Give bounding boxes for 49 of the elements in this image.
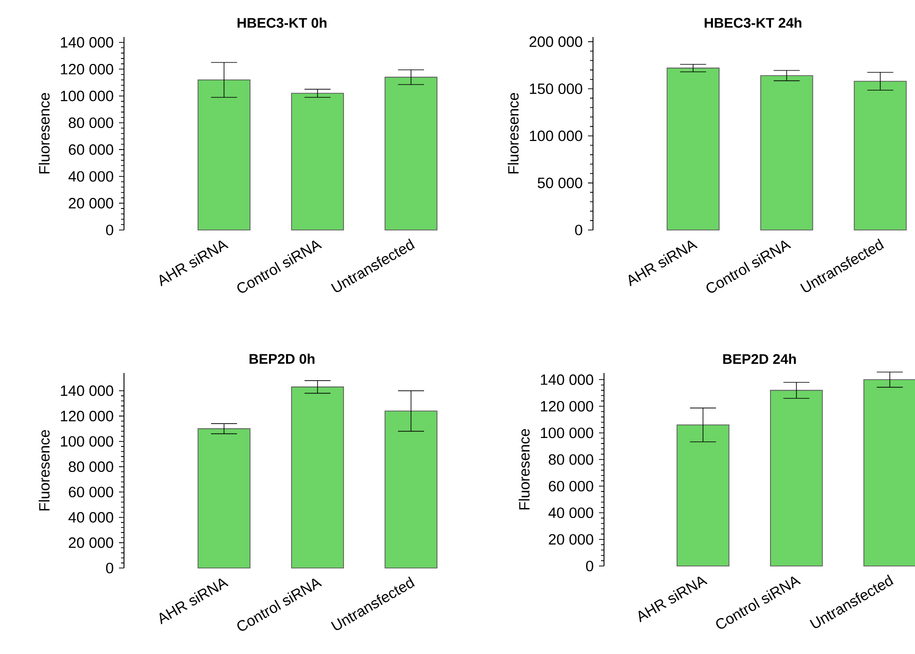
- bar: [291, 386, 344, 568]
- y-tick-label: 120 000: [60, 410, 114, 422]
- y-tick-label: 100 000: [530, 130, 582, 142]
- y-tick-label: 0: [106, 224, 114, 236]
- y-axis-title: Fluoresence: [518, 429, 530, 510]
- bar: [676, 424, 730, 566]
- y-tick-label: 100 000: [60, 436, 114, 447]
- bar: [384, 76, 438, 230]
- y-tick-label: 20 000: [68, 198, 114, 208]
- bar: [384, 410, 438, 568]
- y-tick-label: 40 000: [68, 512, 114, 523]
- bar: [666, 68, 720, 230]
- y-tick-label: 0: [586, 560, 594, 572]
- chart-title: BEP2D 0h: [250, 354, 314, 364]
- y-tick-label: 140 000: [60, 385, 114, 396]
- chart-title: HBEC3-KT 0h: [238, 18, 326, 28]
- y-tick-label: 40 000: [68, 171, 114, 182]
- bar: [291, 92, 344, 230]
- bar: [198, 428, 250, 568]
- y-tick-label: 140 000: [540, 374, 594, 385]
- y-tick-label: 200 000: [530, 36, 582, 47]
- y-tick-label: 20 000: [68, 537, 114, 548]
- y-tick-label: 0: [575, 224, 582, 236]
- y-tick-label: 120 000: [60, 64, 114, 74]
- bar: [770, 390, 823, 566]
- bar: [760, 75, 814, 230]
- y-tick-label: 140 000: [60, 37, 114, 48]
- y-tick-label: 80 000: [68, 117, 114, 128]
- y-tick-label: 60 000: [548, 480, 594, 492]
- y-tick-label: 150 000: [530, 83, 582, 94]
- bar: [854, 80, 907, 230]
- y-tick-label: 0: [106, 562, 114, 574]
- y-tick-label: 40 000: [548, 507, 594, 518]
- y-axis-title: Fluoresence: [508, 93, 519, 174]
- y-tick-label: 60 000: [68, 486, 114, 498]
- y-tick-label: 100 000: [60, 90, 114, 102]
- y-tick-label: 50 000: [538, 178, 582, 188]
- y-tick-label: 20 000: [548, 534, 594, 545]
- y-tick-label: 80 000: [548, 454, 594, 465]
- y-axis-title: Fluoresence: [38, 93, 50, 174]
- y-tick-label: 60 000: [68, 144, 114, 155]
- bar: [198, 79, 250, 230]
- y-tick-label: 100 000: [540, 428, 594, 438]
- bar: [863, 379, 915, 566]
- y-tick-label: 80 000: [68, 461, 114, 472]
- y-axis-title: Fluoresence: [38, 430, 50, 510]
- chart-title: HBEC3-KT 24h: [704, 18, 802, 28]
- chart-title: BEP2D 24h: [723, 354, 796, 364]
- y-tick-label: 120 000: [540, 400, 594, 412]
